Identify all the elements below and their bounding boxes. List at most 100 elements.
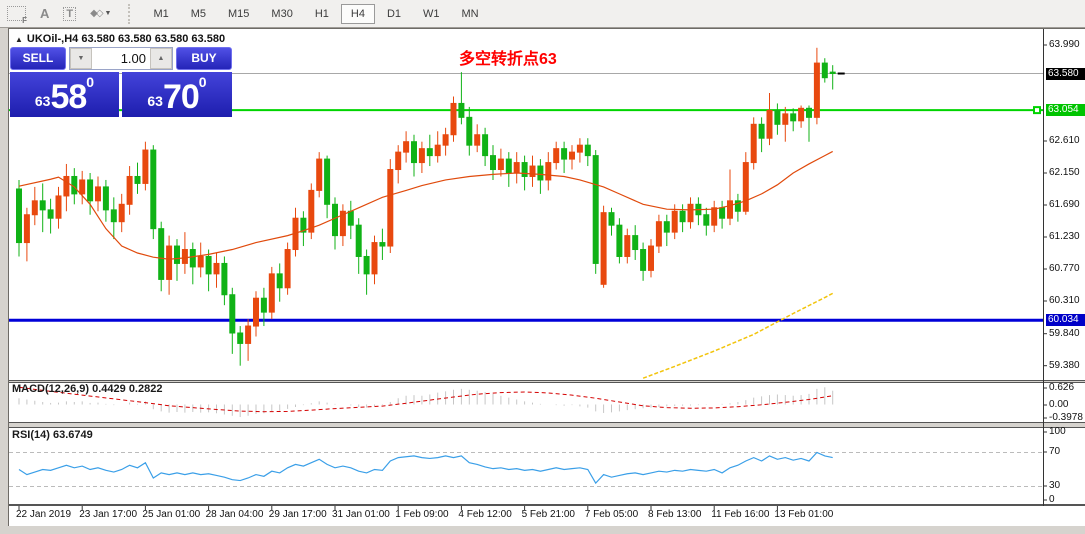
candle-body	[616, 224, 623, 257]
axis-tick-label: 61.230	[1049, 230, 1080, 242]
axis-tick-label: 0	[1049, 494, 1055, 505]
candle-body	[758, 123, 765, 139]
candle-body	[95, 186, 101, 202]
candle-body	[592, 155, 599, 264]
chart-window[interactable]: ▲ UKOil-,H4 63.580 63.580 63.580 63.580 多…	[8, 28, 1085, 527]
price-badge: 63.580	[1046, 67, 1085, 80]
candle-body	[276, 273, 283, 289]
candle-body	[189, 249, 196, 268]
axis-tick-label: 0.00	[1049, 399, 1069, 410]
candle-body	[734, 200, 741, 212]
candle-body	[16, 188, 22, 244]
candle-body	[640, 249, 647, 271]
one-click-trading-panel: SELL ▼ 1.00 ▲ BUY 63 58 0 63 70 0	[10, 47, 232, 117]
candle-body	[63, 175, 70, 197]
candle-body	[134, 175, 141, 184]
buy-price-sup: 0	[198, 74, 207, 90]
price-badge: 60.034	[1046, 314, 1085, 327]
candle-body	[371, 242, 378, 275]
candle-body	[379, 242, 386, 247]
collapse-triangle-icon[interactable]: ▲	[15, 35, 23, 44]
candle-body	[537, 165, 544, 181]
candle-body	[300, 217, 307, 233]
candle-body	[253, 297, 259, 327]
candle-body	[790, 113, 797, 122]
sell-price-big: 58	[50, 78, 87, 116]
candle-body	[561, 148, 568, 160]
candle-body	[150, 149, 157, 230]
axis-tick-label: 63.990	[1049, 39, 1080, 50]
candle-body	[142, 149, 149, 184]
timeframe-button-m5[interactable]: M5	[190, 7, 207, 20]
candle-body	[813, 62, 820, 118]
axis-tick-label: 100	[1049, 426, 1066, 437]
volume-stepper: ▼ 1.00 ▲	[69, 47, 173, 70]
volume-value[interactable]: 1.00	[120, 51, 146, 66]
candle-body	[553, 148, 560, 164]
timeframe-button-h4[interactable]: H4	[340, 3, 375, 24]
candle-body	[806, 107, 812, 118]
candle-body	[466, 116, 473, 146]
candle-body	[79, 179, 86, 195]
candle-body	[118, 203, 125, 223]
candle-body	[102, 186, 109, 211]
ma-yellow-line	[642, 292, 834, 379]
timeframe-button-w1[interactable]: W1	[423, 7, 440, 20]
candle-body	[584, 144, 591, 157]
candle-body	[260, 297, 267, 313]
candle-body	[569, 151, 575, 160]
candle-body	[245, 325, 252, 344]
candle-body	[237, 332, 244, 344]
candle-body	[363, 255, 370, 275]
axis-tick-label: 62.150	[1049, 166, 1080, 178]
rsi-line	[18, 451, 833, 485]
text-a-icon[interactable]: A	[40, 6, 50, 21]
candle-body	[229, 294, 236, 334]
volume-decrease-button[interactable]: ▼	[70, 48, 92, 69]
macd-signal-line	[18, 386, 833, 413]
timeframe-button-m30[interactable]: M30	[271, 7, 293, 20]
grid-f-icon[interactable]: F	[7, 6, 27, 25]
time-tick-label: 7 Feb 05:00	[584, 509, 639, 520]
text-label-icon[interactable]: T	[63, 6, 77, 21]
candle-body	[513, 162, 520, 174]
candle-body	[663, 221, 670, 233]
sell-price-tile[interactable]: 63 58 0	[10, 72, 119, 117]
timeframe-button-m15[interactable]: M15	[228, 7, 250, 20]
candle-body	[490, 155, 496, 171]
timeframe-button-m1[interactable]: M1	[153, 7, 169, 20]
sell-button[interactable]: SELL	[10, 47, 66, 70]
pane-splitter	[9, 380, 1085, 383]
candle-body	[727, 200, 733, 219]
candle-body	[395, 151, 402, 171]
timeframe-button-h1[interactable]: H1	[314, 7, 329, 20]
axis-tick-label: 61.690	[1049, 198, 1080, 210]
candle-body	[505, 158, 512, 174]
candle-body	[126, 175, 133, 205]
candle-body	[703, 214, 710, 226]
candle-body	[648, 245, 654, 271]
timeframe-button-d1[interactable]: D1	[386, 7, 402, 20]
candle-body	[181, 249, 188, 264]
rsi-label: RSI(14) 63.6749	[12, 429, 93, 441]
candle-body	[411, 141, 417, 164]
candle-body	[39, 200, 46, 211]
sell-price-sup: 0	[86, 74, 95, 90]
candle-body	[47, 209, 54, 219]
volume-increase-button[interactable]: ▲	[150, 48, 172, 69]
timeframe-button-mn[interactable]: MN	[461, 7, 479, 20]
candle-body	[632, 235, 639, 251]
candle-body	[339, 210, 346, 237]
candle-body	[458, 102, 465, 118]
shapes-icon[interactable]: ◆◇ ▼	[90, 8, 112, 19]
chart-canvas[interactable]	[9, 29, 1085, 526]
candle-body	[166, 245, 173, 280]
buy-price-tile[interactable]: 63 70 0	[122, 72, 232, 117]
candle-body	[742, 162, 749, 212]
pane-splitter	[9, 422, 1085, 428]
sell-price-small: 63	[34, 93, 51, 109]
time-tick-label: 31 Jan 01:00	[332, 509, 390, 520]
chevron-down-icon[interactable]: ▼	[104, 10, 112, 17]
buy-button[interactable]: BUY	[176, 47, 232, 70]
candle-body	[529, 165, 536, 177]
